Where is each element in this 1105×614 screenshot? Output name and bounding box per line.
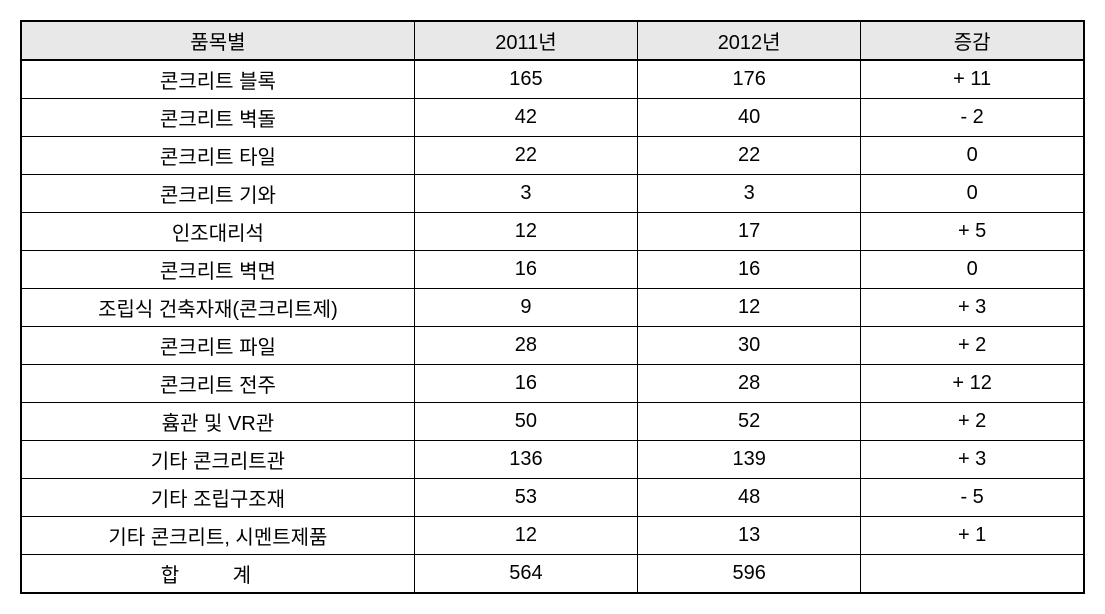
cell-item: 기타 조립구조재 <box>21 479 414 517</box>
cell-2012: 28 <box>638 365 861 403</box>
cell-item: 콘크리트 전주 <box>21 365 414 403</box>
cell-2012: 139 <box>638 441 861 479</box>
cell-2011: 16 <box>414 251 637 289</box>
cell-change: - 5 <box>861 479 1084 517</box>
cell-change: + 3 <box>861 441 1084 479</box>
cell-2011: 22 <box>414 137 637 175</box>
cell-change: + 2 <box>861 327 1084 365</box>
cell-change: + 3 <box>861 289 1084 327</box>
cell-2012: 13 <box>638 517 861 555</box>
cell-item: 콘크리트 벽돌 <box>21 99 414 137</box>
cell-item: 콘크리트 파일 <box>21 327 414 365</box>
cell-2012: 12 <box>638 289 861 327</box>
cell-2011: 9 <box>414 289 637 327</box>
total-row: 합 계 564 596 <box>21 555 1084 594</box>
table-row: 인조대리석 12 17 + 5 <box>21 213 1084 251</box>
table-row: 콘크리트 전주 16 28 + 12 <box>21 365 1084 403</box>
cell-2012: 52 <box>638 403 861 441</box>
table-row: 기타 조립구조재 53 48 - 5 <box>21 479 1084 517</box>
cell-change: + 1 <box>861 517 1084 555</box>
cell-change: 0 <box>861 251 1084 289</box>
cell-2012: 3 <box>638 175 861 213</box>
cell-item: 기타 콘크리트관 <box>21 441 414 479</box>
table-row: 기타 콘크리트관 136 139 + 3 <box>21 441 1084 479</box>
header-2011: 2011년 <box>414 21 637 60</box>
total-label: 합 계 <box>21 555 414 594</box>
cell-item: 조립식 건축자재(콘크리트제) <box>21 289 414 327</box>
cell-2012: 16 <box>638 251 861 289</box>
cell-2011: 136 <box>414 441 637 479</box>
cell-item: 콘크리트 블록 <box>21 60 414 99</box>
cell-2011: 28 <box>414 327 637 365</box>
table-container: 품목별 2011년 2012년 증감 콘크리트 블록 165 176 + 11 … <box>20 20 1085 594</box>
header-row: 품목별 2011년 2012년 증감 <box>21 21 1084 60</box>
cell-2012: 176 <box>638 60 861 99</box>
cell-2011: 12 <box>414 517 637 555</box>
cell-change: - 2 <box>861 99 1084 137</box>
table-row: 콘크리트 벽면 16 16 0 <box>21 251 1084 289</box>
cell-2012: 22 <box>638 137 861 175</box>
total-change <box>861 555 1084 594</box>
cell-2011: 12 <box>414 213 637 251</box>
header-change: 증감 <box>861 21 1084 60</box>
cell-item: 콘크리트 기와 <box>21 175 414 213</box>
table-row: 콘크리트 파일 28 30 + 2 <box>21 327 1084 365</box>
table-row: 콘크리트 타일 22 22 0 <box>21 137 1084 175</box>
cell-2012: 40 <box>638 99 861 137</box>
data-table: 품목별 2011년 2012년 증감 콘크리트 블록 165 176 + 11 … <box>20 20 1085 594</box>
cell-item: 흄관 및 VR관 <box>21 403 414 441</box>
header-item: 품목별 <box>21 21 414 60</box>
total-2011: 564 <box>414 555 637 594</box>
cell-2011: 50 <box>414 403 637 441</box>
cell-change: + 12 <box>861 365 1084 403</box>
header-2012: 2012년 <box>638 21 861 60</box>
cell-2012: 17 <box>638 213 861 251</box>
cell-item: 콘크리트 벽면 <box>21 251 414 289</box>
cell-item: 콘크리트 타일 <box>21 137 414 175</box>
table-row: 콘크리트 벽돌 42 40 - 2 <box>21 99 1084 137</box>
cell-change: 0 <box>861 175 1084 213</box>
cell-item: 인조대리석 <box>21 213 414 251</box>
cell-2011: 53 <box>414 479 637 517</box>
cell-change: + 11 <box>861 60 1084 99</box>
cell-2011: 42 <box>414 99 637 137</box>
cell-2011: 165 <box>414 60 637 99</box>
cell-2012: 30 <box>638 327 861 365</box>
cell-change: + 5 <box>861 213 1084 251</box>
table-row: 흄관 및 VR관 50 52 + 2 <box>21 403 1084 441</box>
table-row: 콘크리트 블록 165 176 + 11 <box>21 60 1084 99</box>
table-body: 콘크리트 블록 165 176 + 11 콘크리트 벽돌 42 40 - 2 콘… <box>21 60 1084 593</box>
table-row: 콘크리트 기와 3 3 0 <box>21 175 1084 213</box>
cell-2011: 16 <box>414 365 637 403</box>
cell-2012: 48 <box>638 479 861 517</box>
cell-item: 기타 콘크리트, 시멘트제품 <box>21 517 414 555</box>
table-row: 기타 콘크리트, 시멘트제품 12 13 + 1 <box>21 517 1084 555</box>
table-row: 조립식 건축자재(콘크리트제) 9 12 + 3 <box>21 289 1084 327</box>
cell-2011: 3 <box>414 175 637 213</box>
cell-change: + 2 <box>861 403 1084 441</box>
total-2012: 596 <box>638 555 861 594</box>
cell-change: 0 <box>861 137 1084 175</box>
